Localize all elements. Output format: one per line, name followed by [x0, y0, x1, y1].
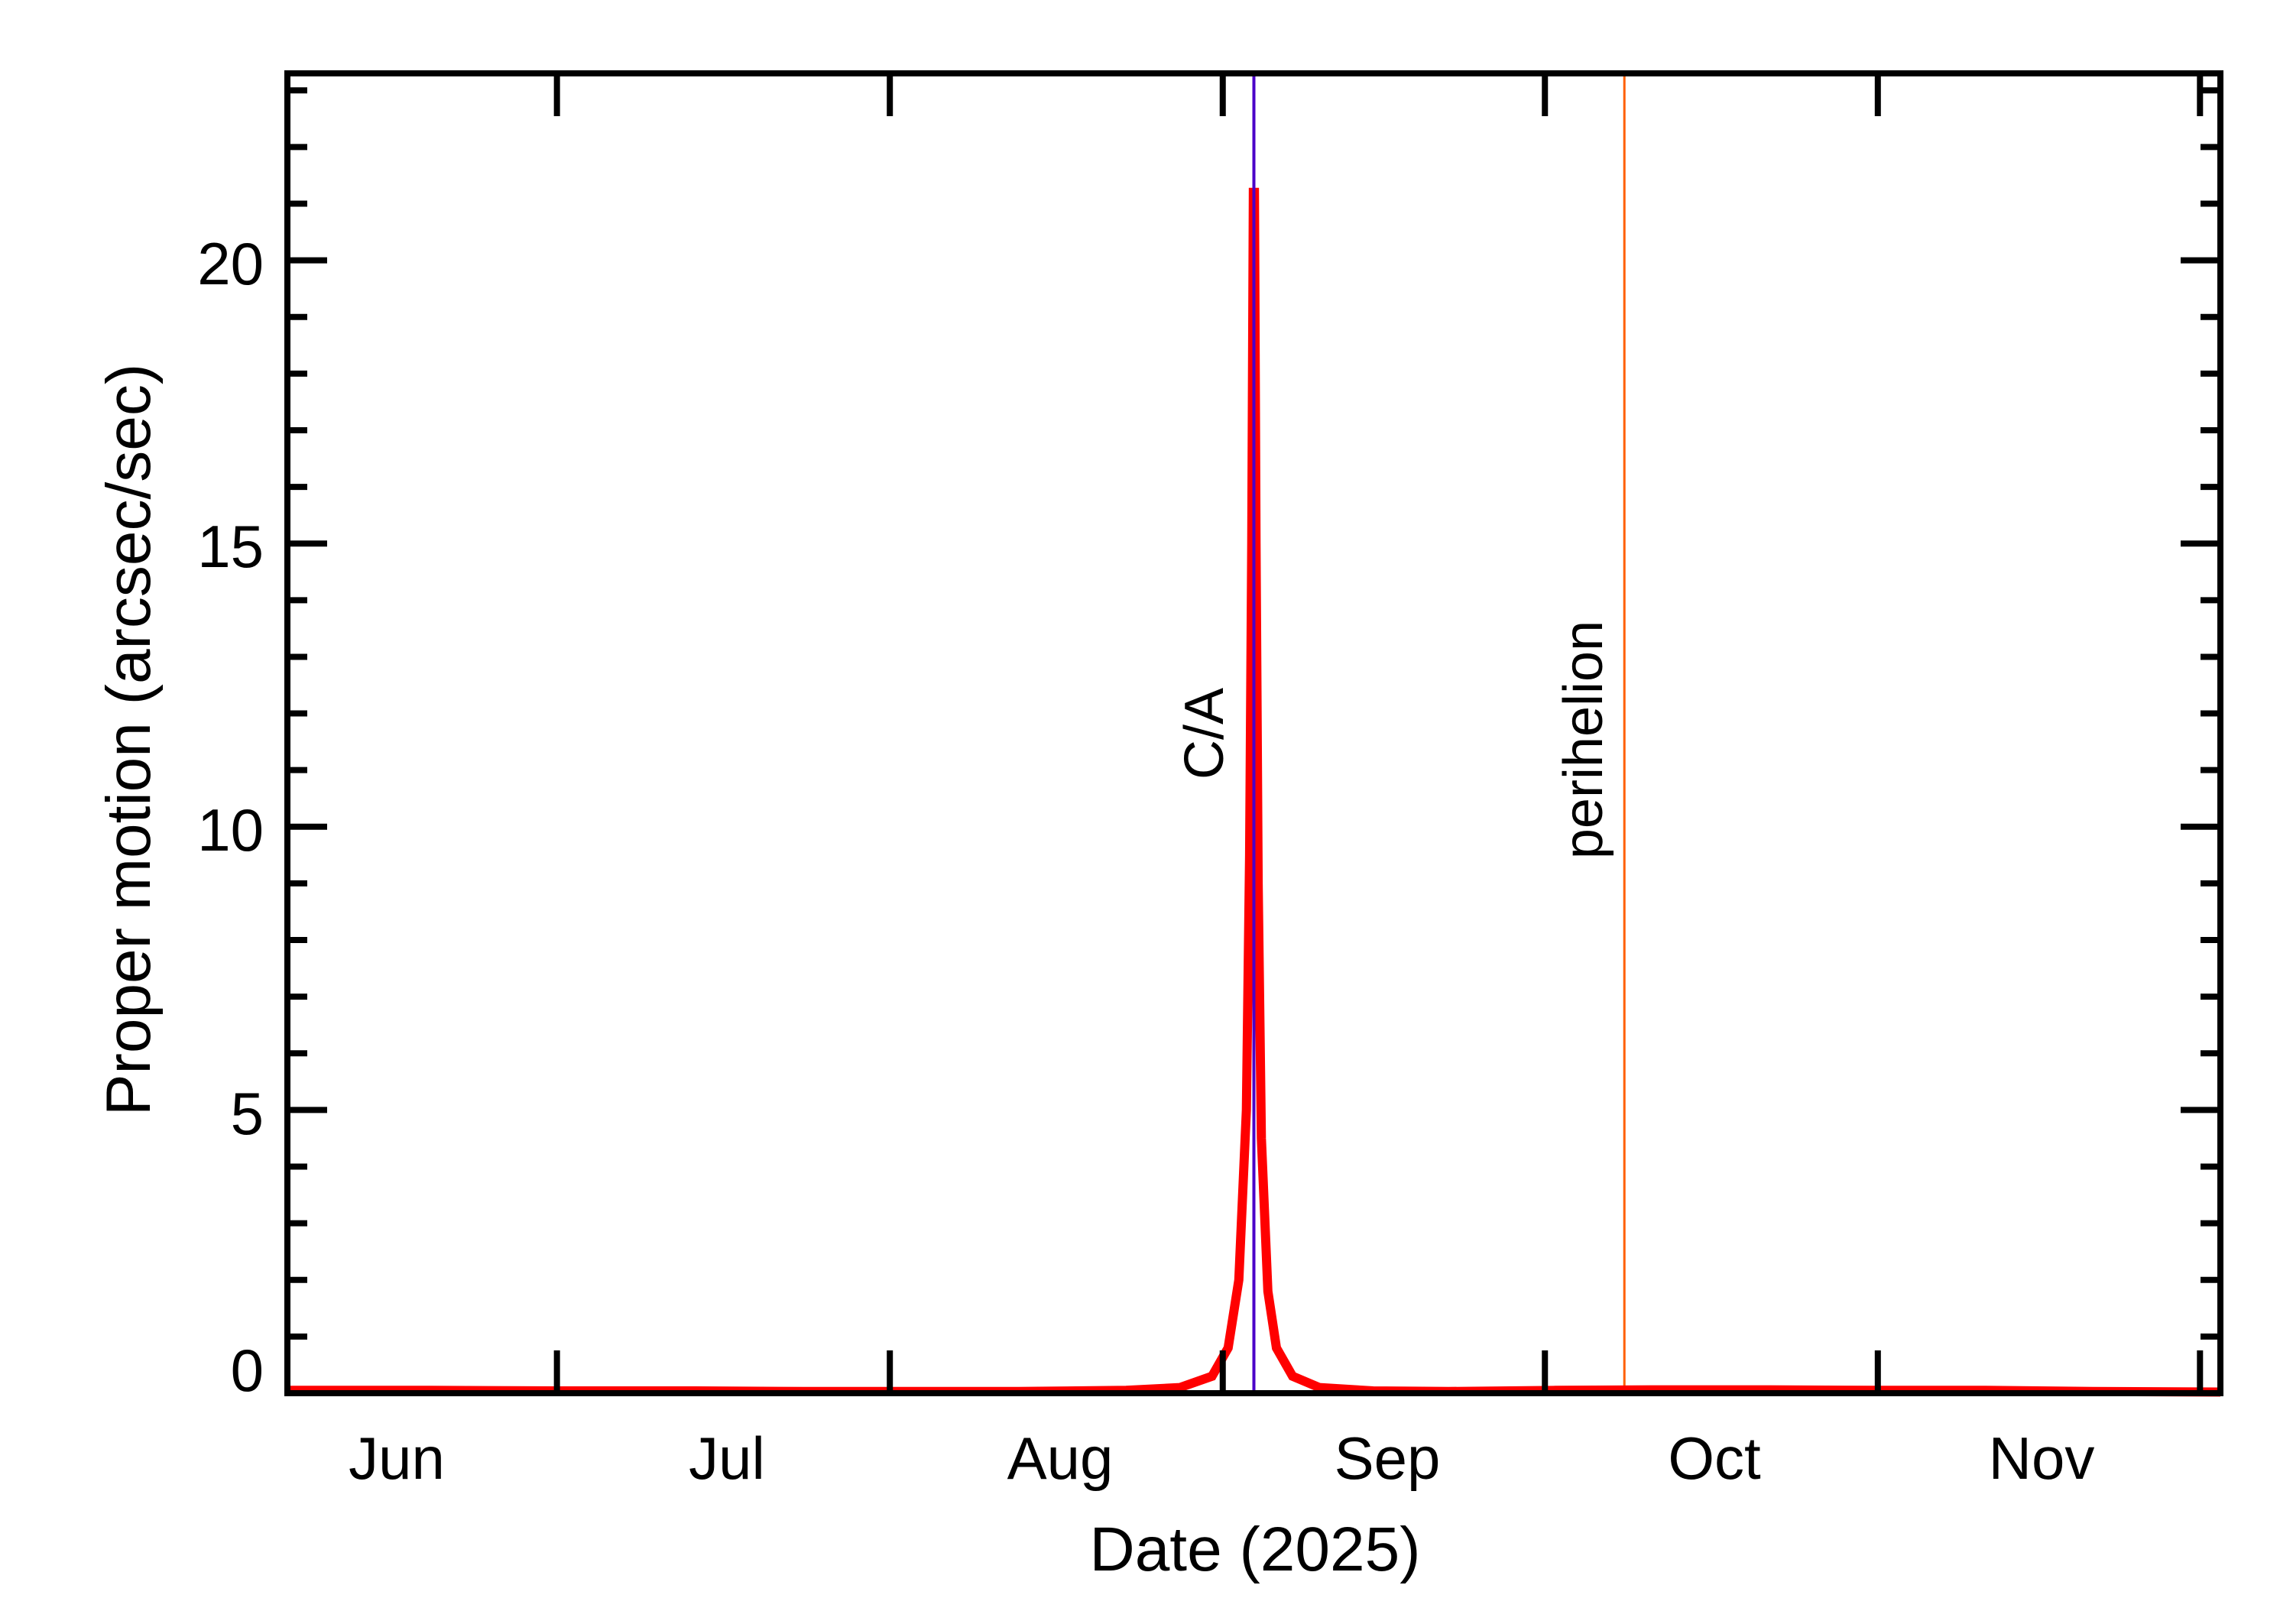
x-tick-label-oct: Oct [1668, 1425, 1761, 1492]
perihelion-label: perihelion [1553, 621, 1614, 859]
x-axis-title: Date (2025) [1089, 1515, 1420, 1584]
plot-frame [284, 70, 2223, 1396]
x-tick-label-sep: Sep [1335, 1425, 1441, 1492]
y-tick-label-15: 15 [197, 513, 264, 580]
x-tick-label-jul: Jul [689, 1425, 765, 1492]
y-tick-labels: 0 5 10 15 20 [197, 230, 264, 1404]
x-tick-labels: Jun Jul Aug Sep Oct Nov [349, 1425, 2094, 1492]
y-tick-label-5: 5 [231, 1080, 264, 1147]
axis-ticks [284, 70, 2223, 1396]
x-tick-label-nov: Nov [1989, 1425, 2095, 1492]
y-tick-label-0: 0 [231, 1337, 264, 1404]
ca-label: C/A [1174, 688, 1235, 780]
y-tick-label-20: 20 [197, 230, 264, 297]
y-axis-title: Proper motion (arcsec/sec) [94, 364, 164, 1116]
y-tick-label-10: 10 [197, 796, 264, 864]
x-tick-label-aug: Aug [1007, 1425, 1114, 1492]
x-tick-label-jun: Jun [349, 1425, 445, 1492]
plot-area [287, 73, 2221, 1397]
